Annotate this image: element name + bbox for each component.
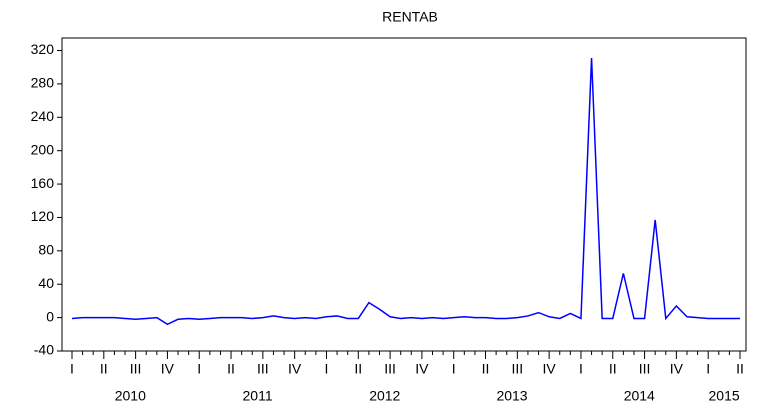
x-tick-label: II xyxy=(227,361,235,377)
x-tick-label: II xyxy=(100,361,108,377)
y-tick-label: 200 xyxy=(31,141,55,157)
x-tick-label: II xyxy=(482,361,490,377)
y-tick-label: -40 xyxy=(34,342,54,358)
x-tick-label: IV xyxy=(288,361,302,377)
y-tick-label: 120 xyxy=(31,208,55,224)
y-tick-label: 280 xyxy=(31,75,55,91)
x-tick-label: III xyxy=(257,361,269,377)
x-tick-label: I xyxy=(452,361,456,377)
x-tick-label: I xyxy=(70,361,74,377)
x-tick-label: I xyxy=(197,361,201,377)
x-tick-label: IV xyxy=(161,361,175,377)
year-label: 2014 xyxy=(624,388,655,404)
x-tick-label: III xyxy=(384,361,396,377)
chart-title: RENTAB xyxy=(382,9,438,25)
year-label: 2012 xyxy=(369,388,400,404)
x-tick-label: I xyxy=(706,361,710,377)
x-tick-label: II xyxy=(609,361,617,377)
plot-frame xyxy=(61,37,747,352)
x-tick-label: III xyxy=(511,361,523,377)
x-tick-label: II xyxy=(736,361,744,377)
y-tick-label: 40 xyxy=(38,275,54,291)
year-label: 2015 xyxy=(709,388,740,404)
x-tick-label: IV xyxy=(415,361,429,377)
x-tick-label: IV xyxy=(670,361,684,377)
x-tick-label: III xyxy=(130,361,142,377)
year-label: 2013 xyxy=(496,388,527,404)
y-tick-label: 0 xyxy=(46,308,54,324)
x-tick-label: I xyxy=(579,361,583,377)
y-tick-label: 80 xyxy=(38,242,54,258)
y-tick-label: 320 xyxy=(31,41,55,57)
year-label: 2010 xyxy=(115,388,146,404)
year-label: 2011 xyxy=(243,388,273,404)
y-tick-label: 240 xyxy=(31,108,55,124)
x-tick-label: II xyxy=(354,361,362,377)
data-line xyxy=(71,57,740,326)
x-tick-label: IV xyxy=(543,361,557,377)
x-tick-label: III xyxy=(639,361,651,377)
y-tick-label: 160 xyxy=(31,175,55,191)
x-tick-label: I xyxy=(325,361,329,377)
